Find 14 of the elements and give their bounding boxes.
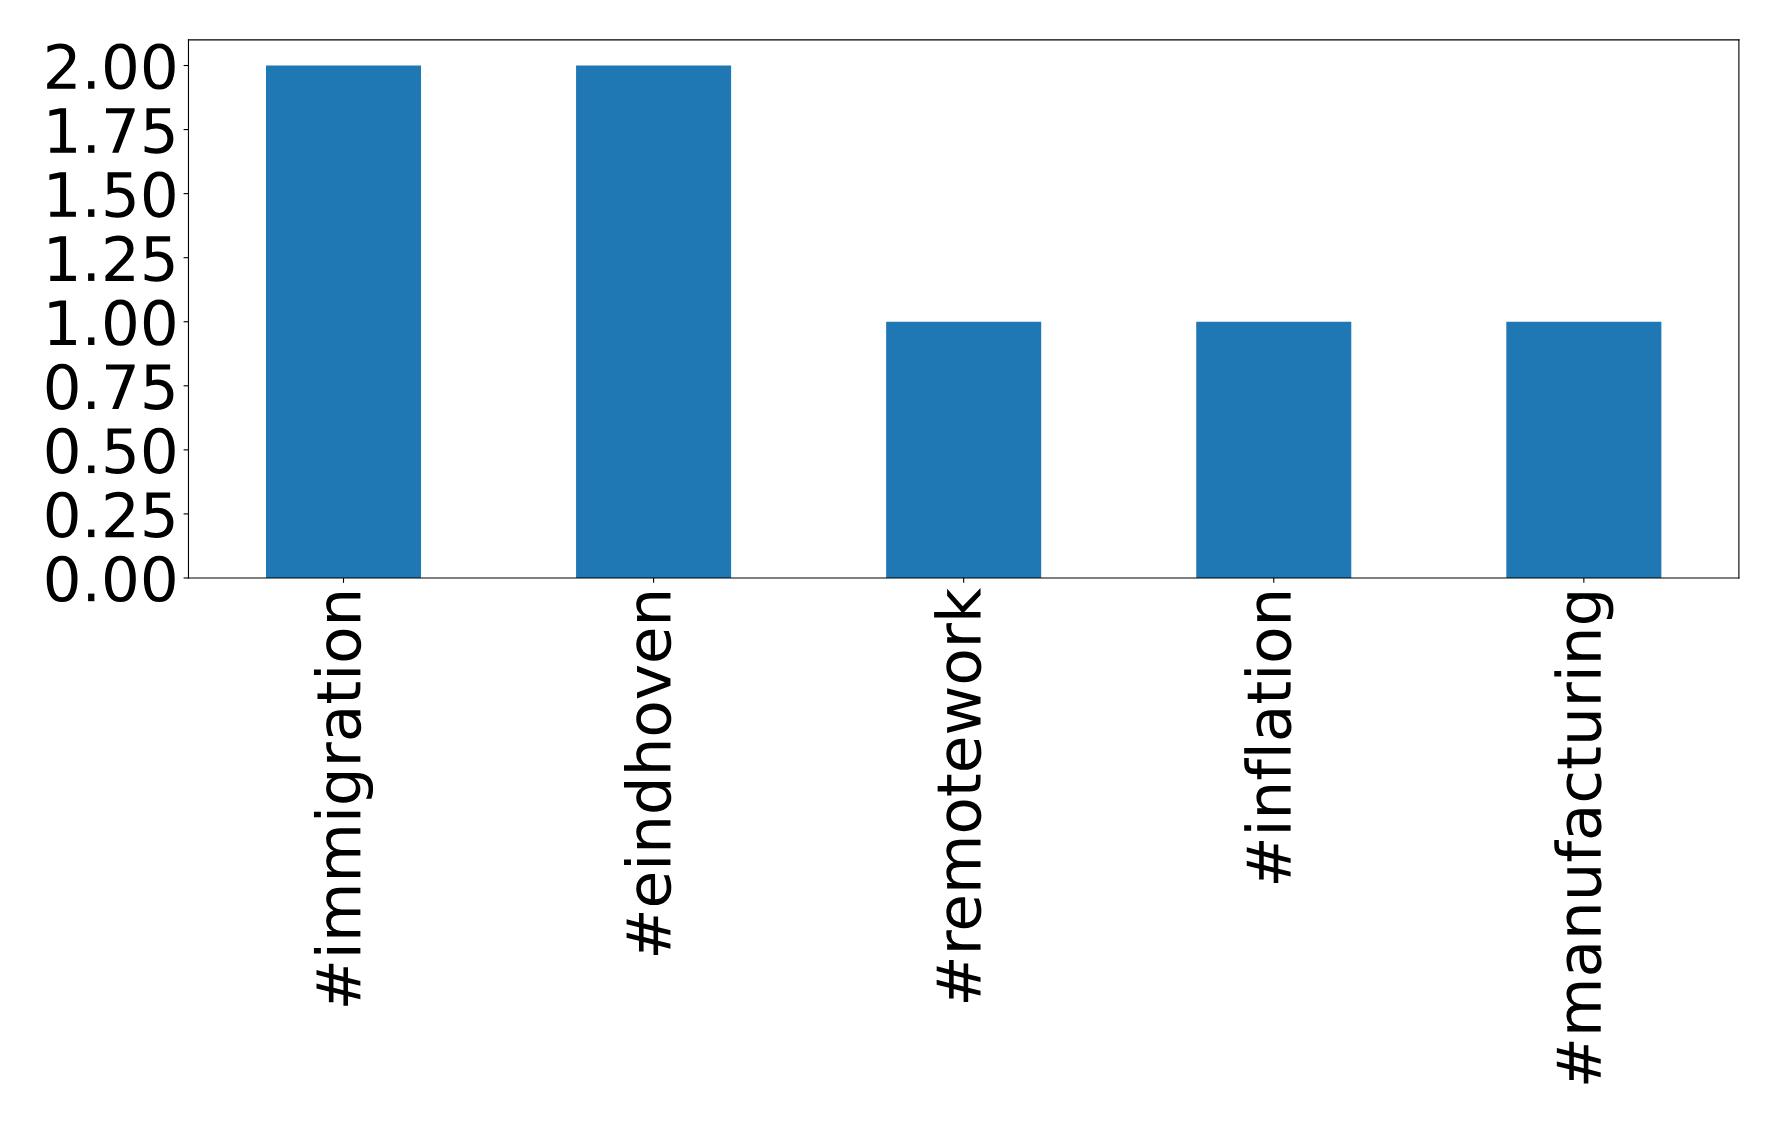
y-tick-label: 1.75 (49, 108, 174, 154)
y-tick-label: 0.00 (46, 555, 175, 603)
y-tick-label: 0.75 (46, 363, 174, 410)
x-tick-label: #remotework (934, 587, 982, 1002)
y-tick-label: 1.50 (49, 171, 175, 218)
y-tick-label: 2.00 (47, 43, 175, 90)
y-tick-label: 1.25 (49, 235, 174, 282)
x-tick-label: #inflation (1244, 592, 1292, 883)
x-tick-label: #eindhoven (624, 592, 672, 955)
x-tick-label: #manufacturing (1554, 593, 1614, 1084)
y-tick-label: 1.00 (49, 299, 175, 346)
y-tick-label: 0.50 (46, 427, 175, 474)
y-tick-label: 0.25 (46, 491, 174, 539)
x-tick-label: #immigration (313, 592, 374, 1006)
